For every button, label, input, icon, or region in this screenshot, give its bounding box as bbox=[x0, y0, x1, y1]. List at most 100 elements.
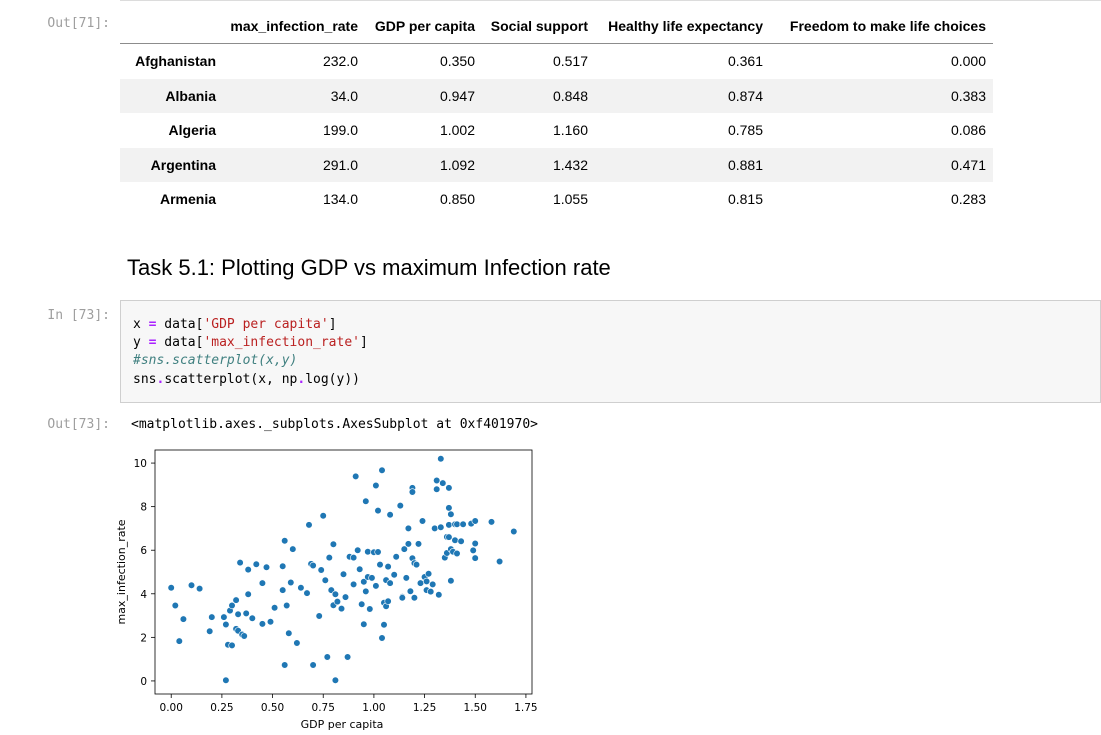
scatter-point bbox=[390, 571, 398, 579]
table-cell: 199.0 bbox=[322, 122, 358, 139]
scatter-point bbox=[258, 620, 267, 628]
cell-top-rule bbox=[120, 0, 1101, 1]
table-cell: 0.947 bbox=[439, 87, 475, 104]
table-cell: 1.002 bbox=[439, 122, 475, 139]
scatter-point bbox=[459, 520, 467, 528]
scatter-point bbox=[364, 548, 372, 556]
table-cell: 0.517 bbox=[552, 53, 588, 69]
table-row: Albania 34.0 0.947 0.848 0.874 0.383 bbox=[120, 78, 993, 114]
scatter-point bbox=[423, 577, 431, 586]
x-tick-label: 0.00 bbox=[160, 702, 183, 714]
scatter-point bbox=[453, 520, 461, 528]
scatter-point bbox=[416, 579, 425, 587]
scatter-point bbox=[358, 600, 366, 608]
output-repr-text: <matplotlib.axes._subplots.AxesSubplot a… bbox=[131, 417, 538, 432]
scatter-point bbox=[445, 533, 453, 541]
scatter-point bbox=[384, 597, 392, 605]
scatter-point bbox=[496, 557, 504, 566]
x-tick-label: 0.50 bbox=[261, 702, 284, 714]
scatter-point bbox=[418, 517, 427, 525]
scatter-point bbox=[437, 455, 445, 463]
y-tick-label: 2 bbox=[140, 632, 147, 644]
scatter-point bbox=[453, 549, 461, 558]
column-header: GDP per capita bbox=[365, 9, 482, 44]
scatter-point bbox=[445, 504, 453, 512]
scatter-point bbox=[303, 589, 311, 597]
row-index: Afghanistan bbox=[135, 53, 216, 69]
scatter-point bbox=[471, 517, 479, 525]
scatter-point bbox=[487, 518, 496, 526]
data-points bbox=[167, 455, 518, 684]
scatter-point bbox=[352, 472, 360, 481]
column-header: Social support bbox=[482, 9, 595, 44]
scatter-point bbox=[406, 587, 415, 595]
scatter-point bbox=[222, 620, 230, 629]
scatter-point bbox=[425, 570, 433, 578]
code-line: y = data['max_infection_rate'] bbox=[133, 335, 368, 351]
scatter-point bbox=[305, 521, 313, 529]
scatter-point bbox=[435, 591, 443, 599]
scatter-point bbox=[281, 537, 289, 545]
scatter-point bbox=[414, 540, 423, 548]
x-tick-label: 1.25 bbox=[413, 702, 436, 714]
scatter-point bbox=[362, 497, 370, 505]
scatter-point bbox=[297, 584, 305, 592]
scatter-point bbox=[222, 676, 230, 684]
scatter-point bbox=[400, 545, 408, 553]
code-line: #sns.scatterplot(x,y) bbox=[133, 353, 298, 369]
scatter-point bbox=[429, 580, 437, 589]
scatter-point bbox=[287, 578, 295, 587]
scatter-point bbox=[402, 574, 410, 582]
table-cell: 0.000 bbox=[950, 53, 986, 69]
scatter-point bbox=[339, 570, 348, 578]
scatter-point bbox=[378, 466, 386, 474]
scatter-point bbox=[350, 553, 358, 562]
code-cell-input[interactable]: x = data['GDP per capita'] y = data['max… bbox=[120, 300, 1101, 403]
scatter-point bbox=[451, 536, 459, 544]
y-tick-label: 10 bbox=[134, 458, 147, 470]
scatter-point bbox=[398, 594, 406, 602]
scatter-point bbox=[187, 581, 196, 589]
scatter-point bbox=[271, 604, 279, 612]
scatter-point bbox=[396, 502, 404, 510]
scatter-point bbox=[433, 485, 441, 493]
scatter-point bbox=[360, 578, 368, 586]
table-row: Armenia 134.0 0.850 1.055 0.815 0.283 bbox=[120, 182, 993, 217]
input-prompt-73: In [73]: bbox=[47, 308, 110, 323]
scatter-point bbox=[289, 545, 297, 553]
x-axis-label: GDP per capita bbox=[301, 718, 384, 731]
scatter-point bbox=[319, 512, 327, 520]
table-cell: 0.881 bbox=[727, 156, 763, 173]
code-editor[interactable]: x = data['GDP per capita'] y = data['max… bbox=[133, 316, 368, 389]
scatter-point bbox=[372, 582, 380, 590]
table-cell: 34.0 bbox=[330, 87, 358, 104]
row-index: Albania bbox=[165, 87, 216, 104]
scatter-point bbox=[350, 580, 358, 589]
scatter-point bbox=[325, 553, 333, 562]
scatter-point bbox=[337, 604, 346, 613]
table-header-row: max_infection_rate GDP per capita Social… bbox=[120, 9, 993, 44]
scatter-point bbox=[380, 621, 388, 629]
column-header: max_infection_rate bbox=[223, 9, 365, 44]
y-tick-label: 4 bbox=[140, 589, 147, 601]
scatter-point bbox=[285, 629, 293, 637]
scatter-point bbox=[354, 546, 362, 554]
y-axis-label: max_infection_rate bbox=[115, 519, 128, 624]
scatter-point bbox=[196, 584, 204, 593]
table-cell: 1.160 bbox=[552, 122, 588, 139]
scatter-point bbox=[309, 661, 317, 669]
scatter-point bbox=[374, 507, 382, 515]
x-tick-label: 0.25 bbox=[210, 702, 233, 714]
scatter-point bbox=[279, 562, 287, 570]
scatter-point bbox=[242, 609, 250, 618]
table-row: Algeria 199.0 1.002 1.160 0.785 0.086 bbox=[120, 113, 993, 148]
scatter-point bbox=[317, 566, 325, 574]
scatter-point bbox=[262, 563, 271, 571]
scatter-point bbox=[228, 641, 236, 650]
scatter-point bbox=[384, 562, 392, 571]
scatter-point bbox=[315, 612, 323, 620]
table-cell: 0.283 bbox=[950, 191, 986, 208]
scatter-point bbox=[220, 613, 228, 621]
scatter-point bbox=[433, 476, 441, 485]
scatter-point bbox=[404, 524, 413, 533]
